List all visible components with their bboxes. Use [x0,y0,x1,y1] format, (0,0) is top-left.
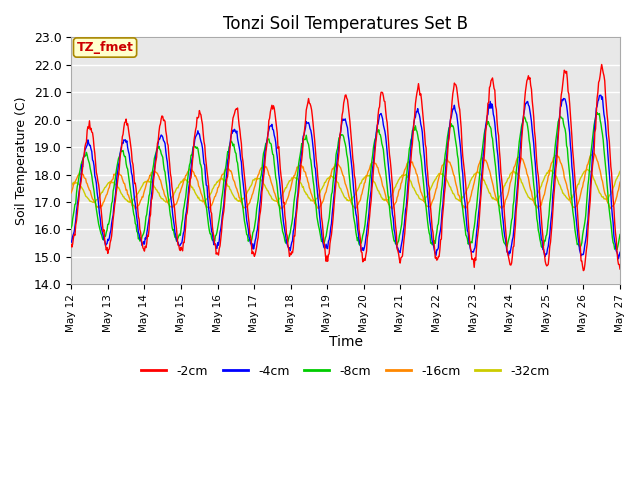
-4cm [412,108,420,114]
-16cm [590,150,598,156]
-8cm [134,229,141,235]
-32cm [616,168,624,174]
-8cm [613,247,621,252]
Line: -32cm: -32cm [71,169,620,203]
-16cm [616,179,624,185]
-2cm [412,95,420,101]
Line: -4cm: -4cm [71,96,620,259]
-16cm [134,203,142,208]
-32cm [67,182,75,188]
-16cm [190,170,198,176]
Line: -16cm: -16cm [71,153,620,209]
-32cm [413,192,420,197]
Legend: -2cm, -4cm, -8cm, -16cm, -32cm: -2cm, -4cm, -8cm, -16cm, -32cm [136,360,555,383]
Title: Tonzi Soil Temperatures Set B: Tonzi Soil Temperatures Set B [223,15,468,33]
X-axis label: Time: Time [328,335,363,348]
-2cm [579,268,587,274]
-4cm [134,221,141,227]
-4cm [218,213,226,219]
-4cm [189,144,197,149]
-4cm [597,93,605,98]
-32cm [190,187,198,192]
Y-axis label: Soil Temperature (C): Soil Temperature (C) [15,96,28,225]
-2cm [598,61,605,67]
-2cm [616,266,624,272]
-4cm [616,250,624,255]
Line: -2cm: -2cm [71,64,620,271]
-8cm [67,225,75,230]
-2cm [189,150,197,156]
-16cm [131,206,139,212]
-2cm [77,179,85,184]
-8cm [77,162,85,168]
-16cm [67,190,75,196]
-8cm [593,110,601,116]
Line: -8cm: -8cm [71,113,620,250]
-32cm [583,167,591,172]
-32cm [134,190,142,196]
-4cm [428,239,436,244]
-16cm [220,171,227,177]
-8cm [616,232,624,238]
-16cm [429,197,437,203]
-2cm [67,242,75,248]
-32cm [220,177,227,183]
-4cm [77,174,85,180]
-4cm [67,240,75,245]
Text: TZ_fmet: TZ_fmet [77,41,134,54]
-2cm [218,219,226,225]
-16cm [77,172,85,178]
-32cm [77,184,85,190]
-32cm [429,180,437,186]
-8cm [428,242,436,248]
-2cm [134,204,141,210]
-4cm [614,256,622,262]
-8cm [412,127,420,133]
-8cm [218,192,226,198]
-2cm [428,226,436,231]
-16cm [413,171,420,177]
-8cm [189,144,197,150]
-32cm [125,200,133,205]
